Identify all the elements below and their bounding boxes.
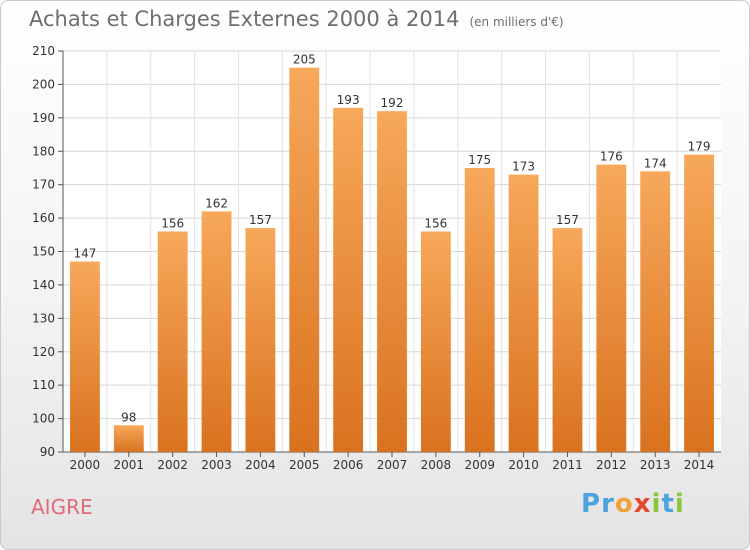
y-tick-label: 120 <box>32 345 55 359</box>
x-tick-label: 2001 <box>114 458 145 472</box>
bar-value-label: 156 <box>424 216 447 230</box>
bar <box>245 228 276 452</box>
brand-letter: i <box>651 489 662 519</box>
x-tick-label: 2014 <box>684 458 715 472</box>
proxiti-logo: Proxiti <box>581 489 685 519</box>
y-tick-label: 150 <box>32 245 55 259</box>
label-layer: 90 100 110 120 130 140 150 160 170 180 190 200 210 14… <box>32 44 714 472</box>
bar <box>377 111 407 453</box>
bar-value-label: 157 <box>249 213 272 227</box>
y-tick-label: 210 <box>32 44 55 58</box>
brand-letter: o <box>614 489 634 519</box>
x-tick-label: 2011 <box>552 458 583 472</box>
y-tick-label: 200 <box>32 77 55 91</box>
bar <box>552 228 583 452</box>
y-tick-label: 140 <box>32 278 55 292</box>
bar <box>420 231 451 452</box>
bar <box>201 211 232 452</box>
bar <box>157 231 188 452</box>
bar-value-label: 156 <box>161 216 184 230</box>
bar <box>596 164 627 452</box>
x-tick-label: 2009 <box>464 458 495 472</box>
x-tick-label: 2010 <box>508 458 539 472</box>
bar-value-label: 179 <box>688 140 711 154</box>
y-tick-label: 90 <box>40 445 55 459</box>
bar-value-label: 162 <box>205 196 228 210</box>
chart-title: Achats et Charges Externes 2000 à 2014 (e… <box>29 7 564 31</box>
chart-subtitle: (en milliers d'€) <box>469 15 564 29</box>
bar-value-label: 192 <box>381 96 404 110</box>
x-tick-label: 2005 <box>289 458 320 472</box>
bar <box>684 154 714 452</box>
x-tick-label: 2007 <box>377 458 408 472</box>
bar-layer <box>70 67 714 453</box>
y-tick-label: 100 <box>32 412 55 426</box>
x-tick-label: 2006 <box>333 458 364 472</box>
bar <box>70 261 100 452</box>
bar-value-label: 157 <box>556 213 579 227</box>
bar <box>289 67 320 452</box>
brand-letter: r <box>601 489 615 519</box>
bar <box>640 171 671 453</box>
bar-value-label: 176 <box>600 150 623 164</box>
bar <box>464 167 495 453</box>
bar-value-label: 175 <box>468 153 491 167</box>
x-tick-label: 2008 <box>421 458 452 472</box>
x-tick-label: 2003 <box>201 458 232 472</box>
brand-letter: i <box>674 489 685 519</box>
bar-value-label: 174 <box>644 156 667 170</box>
brand-letter: P <box>581 489 602 519</box>
x-tick-label: 2012 <box>596 458 627 472</box>
bar-value-label: 193 <box>337 93 360 107</box>
x-tick-label: 2002 <box>157 458 188 472</box>
bar-value-label: 98 <box>121 410 136 424</box>
x-tick-label: 2004 <box>245 458 276 472</box>
bar-value-label: 147 <box>73 247 96 261</box>
y-tick-label: 110 <box>32 378 55 392</box>
x-tick-label: 2013 <box>640 458 671 472</box>
x-tick-label: 2000 <box>70 458 101 472</box>
bar-value-label: 205 <box>293 53 316 67</box>
brand-letter: t <box>661 489 675 519</box>
y-tick-label: 170 <box>32 178 55 192</box>
bar <box>333 107 364 452</box>
bar-value-label: 173 <box>512 160 535 174</box>
y-tick-label: 180 <box>32 144 55 158</box>
y-tick-label: 130 <box>32 311 55 325</box>
y-tick-label: 160 <box>32 211 55 225</box>
bar <box>113 425 144 452</box>
y-tick-label: 190 <box>32 111 55 125</box>
bar <box>508 174 539 452</box>
brand-letter: x <box>633 489 652 519</box>
commune-name: AIGRE <box>31 495 93 519</box>
